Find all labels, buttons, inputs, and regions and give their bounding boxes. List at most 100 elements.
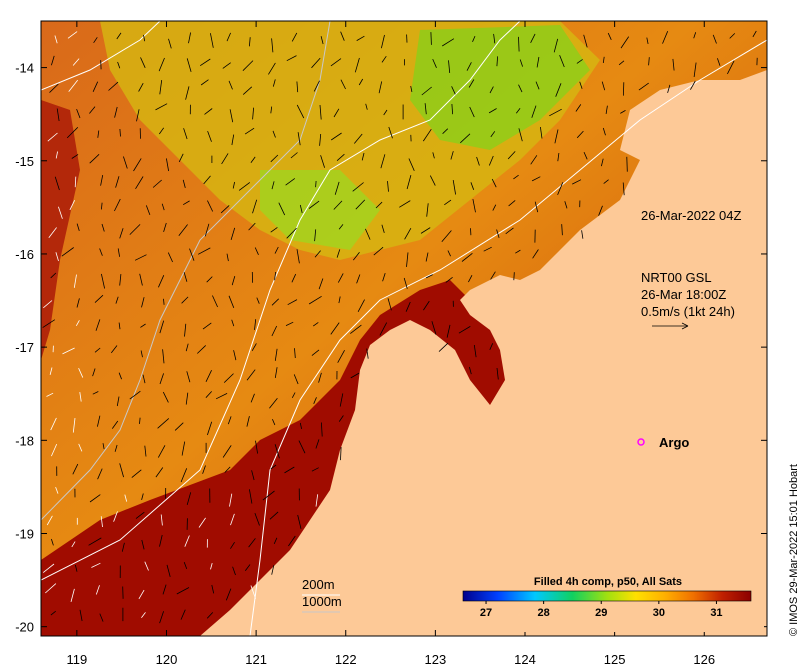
current-vector [559,55,565,68]
current-vector [89,154,100,164]
current-vector [404,228,412,240]
current-vector [286,55,297,62]
current-vector [405,301,411,312]
current-vector [197,345,206,354]
current-vector [159,373,164,385]
current-vector [452,180,456,195]
current-vector [242,60,254,71]
current-vector [274,271,276,281]
current-vector [338,415,344,422]
current-vector [121,542,125,552]
current-vector [251,343,257,351]
current-vector [255,440,258,454]
current-vector [727,60,735,75]
current-vector [189,248,195,261]
current-vector [356,35,365,41]
current-vector [607,32,612,40]
current-vector [352,182,364,192]
current-vector [174,422,184,431]
current-vector [274,246,279,254]
current-vector [496,56,498,67]
current-vector [378,81,383,94]
current-vector [638,82,649,91]
current-vector [421,86,432,96]
lon-tick-label: 126 [693,652,715,667]
current-vector [339,393,344,407]
current-vector [95,319,101,331]
current-vector [138,83,144,92]
current-vector [114,106,118,118]
current-vector [206,612,214,619]
current-vector [468,275,473,283]
current-vector [312,322,319,327]
current-vector [230,513,235,526]
current-vector [92,368,96,377]
current-vector [186,492,192,506]
current-vector [315,494,319,507]
current-vector [513,272,515,281]
current-vector [557,152,560,162]
current-vector [249,489,253,504]
current-vector [114,444,118,452]
current-vector [246,369,256,381]
current-vector [142,374,146,384]
current-vector [622,182,625,196]
current-vector [319,104,322,120]
current-vector [447,250,451,257]
current-vector [365,228,371,240]
current-vector [51,538,54,546]
current-vector [198,517,206,528]
latitude-axis: -14 -15 -16 -17 -18 -19 -20 [15,61,767,635]
current-vector [752,30,757,38]
current-vector [576,130,584,139]
current-vector [285,178,296,186]
current-vector [71,541,76,548]
current-vector [226,253,229,262]
current-vector [223,373,234,383]
current-vector [431,321,437,335]
current-vector [262,490,275,501]
colorbar: Filled 4h comp, p50, All Sats 27 28 29 30 31 [452,572,764,632]
current-vector [350,372,360,379]
current-vector [274,348,278,361]
current-vector [254,512,260,526]
current-vector [285,321,294,326]
current-vector [469,106,475,118]
colorbar-tick-label: 28 [538,607,550,619]
current-vector [508,200,516,207]
current-vector [519,59,523,67]
current-vector [76,223,80,232]
current-vector [429,175,436,186]
current-vector [135,176,144,190]
current-vector [67,31,78,39]
current-vector [468,79,475,88]
current-vector [210,33,214,48]
current-vector [70,588,75,603]
current-vector [229,109,234,123]
current-vectors [42,30,758,624]
current-vector [185,86,190,100]
current-vector [48,227,57,238]
current-vector [451,103,453,115]
current-vector [54,176,60,191]
current-vector [162,349,165,364]
current-vector [583,151,588,160]
current-vector [46,515,53,526]
current-vector [579,81,583,89]
current-vector [250,585,256,599]
current-vector [51,443,58,457]
current-vector [114,198,121,212]
current-vector [515,249,521,254]
current-vector [180,468,188,483]
current-vector [299,422,302,429]
current-vector [222,62,231,69]
current-vector [119,228,124,239]
current-vector [119,128,121,137]
current-vector [118,372,122,380]
current-vector [381,224,385,234]
current-vector [470,182,475,190]
current-vector [100,516,103,528]
current-vector [101,202,103,210]
current-vector [444,199,452,206]
current-source-label: NRT00 GSL [641,270,712,285]
